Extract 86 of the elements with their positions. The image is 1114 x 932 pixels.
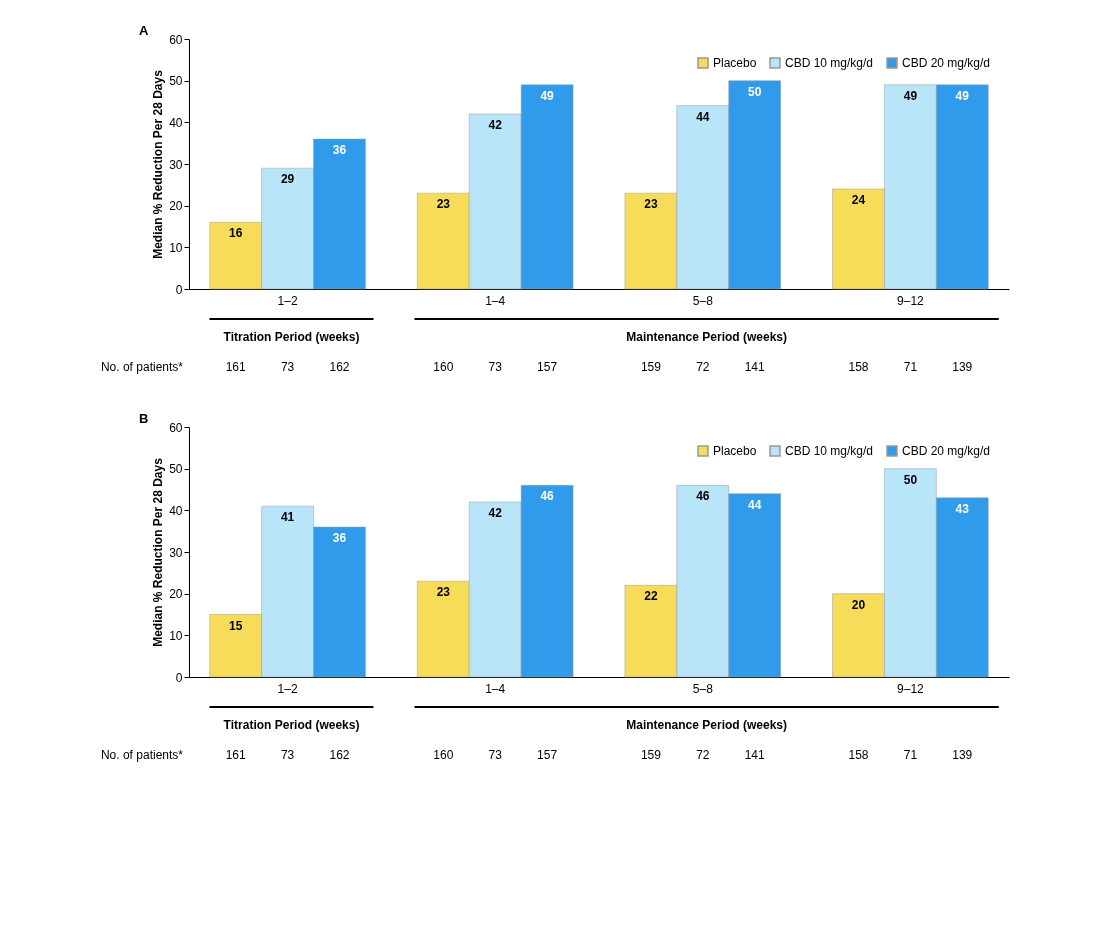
text: 73 [488,360,503,374]
text: 160 [433,748,454,762]
y-tick-label: 50 [169,462,183,477]
text: 141 [744,360,766,374]
legend-label: CBD 10 mg/kg/d [785,444,874,458]
x-tick-label: 9–12 [897,293,925,308]
y-tick-label: 10 [169,628,183,643]
y-tick-label: 60 [169,32,183,47]
data-label: 23 [436,585,451,600]
y-tick-label: 50 [169,74,183,89]
data-label: 15 [229,618,243,633]
text: 159 [640,360,662,374]
x-tick-label: 9–12 [897,681,925,696]
text: No. of patients* [100,360,184,374]
y-tick-label: 10 [169,240,183,255]
text: Titration Period (weeks) [223,330,360,344]
data-label: 49 [540,88,555,103]
text: Maintenance Period (weeks) [626,718,787,732]
data-label: 49 [903,88,918,103]
x-tick-label: 5–8 [692,681,714,696]
y-tick-label: 60 [169,420,183,435]
chart-title: A [139,23,149,38]
y-tick-label: 0 [175,670,183,685]
text: 161 [225,748,247,762]
data-label: 20 [851,597,866,612]
data-label: 49 [955,88,970,103]
text: 157 [537,748,558,762]
data-label: 41 [280,510,295,525]
text: 141 [744,748,766,762]
text: 73 [488,748,503,762]
y-tick-label: 20 [169,587,183,602]
legend-label: Placebo [713,444,757,458]
y-tick-label: 20 [169,199,183,214]
y-tick-label: 30 [169,157,183,172]
data-label: 23 [644,197,658,212]
text: No. of patients* [100,748,184,762]
text: 158 [848,748,869,762]
text: 139 [952,360,973,374]
data-label: 46 [540,489,555,504]
x-tick-label: 1–4 [485,681,506,696]
data-label: 50 [748,84,762,99]
x-tick-label: 1–2 [277,681,298,696]
y-tick-label: 30 [169,545,183,560]
text: 73 [280,360,295,374]
y-tick-label: 40 [169,115,183,130]
text: Titration Period (weeks) [223,718,360,732]
y-tick-label: 0 [175,282,183,297]
data-label: 43 [955,501,970,516]
data-label: 44 [696,109,710,124]
data-label: 42 [488,506,503,520]
legend-label: CBD 20 mg/kg/d [902,444,991,458]
data-label: 23 [436,197,451,212]
legend-label: CBD 10 mg/kg/d [785,56,874,70]
chart-title: B [139,411,149,426]
data-label: 36 [332,143,347,157]
data-label: 50 [903,472,918,487]
text: 159 [640,748,662,762]
data-label: 29 [280,172,295,187]
data-label: 22 [644,589,658,604]
text: 73 [280,748,295,762]
text: 160 [433,360,454,374]
data-label: 46 [696,489,710,504]
text: 71 [903,748,918,762]
x-tick-label: 1–2 [277,293,298,308]
data-label: 16 [229,226,243,241]
data-label: 44 [748,497,762,512]
x-tick-label: 1–4 [485,293,506,308]
text: 72 [696,748,710,762]
text: 162 [329,748,350,762]
data-label: 42 [488,118,503,132]
x-tick-label: 5–8 [692,293,714,308]
text: 72 [696,360,710,374]
text: 139 [952,748,973,762]
legend-label: CBD 20 mg/kg/d [902,56,991,70]
y-axis-title: Median % Reduction Per 28 Days [151,69,166,259]
y-axis-title: Median % Reduction Per 28 Days [151,457,166,647]
data-label: 24 [851,193,866,207]
y-tick-label: 40 [169,503,183,518]
data-label: 36 [332,531,347,545]
text: 71 [903,360,918,374]
text: Maintenance Period (weeks) [626,330,787,344]
text: 161 [225,360,247,374]
text: 162 [329,360,350,374]
legend-label: Placebo [713,56,757,70]
text: 157 [537,360,558,374]
text: 158 [848,360,869,374]
